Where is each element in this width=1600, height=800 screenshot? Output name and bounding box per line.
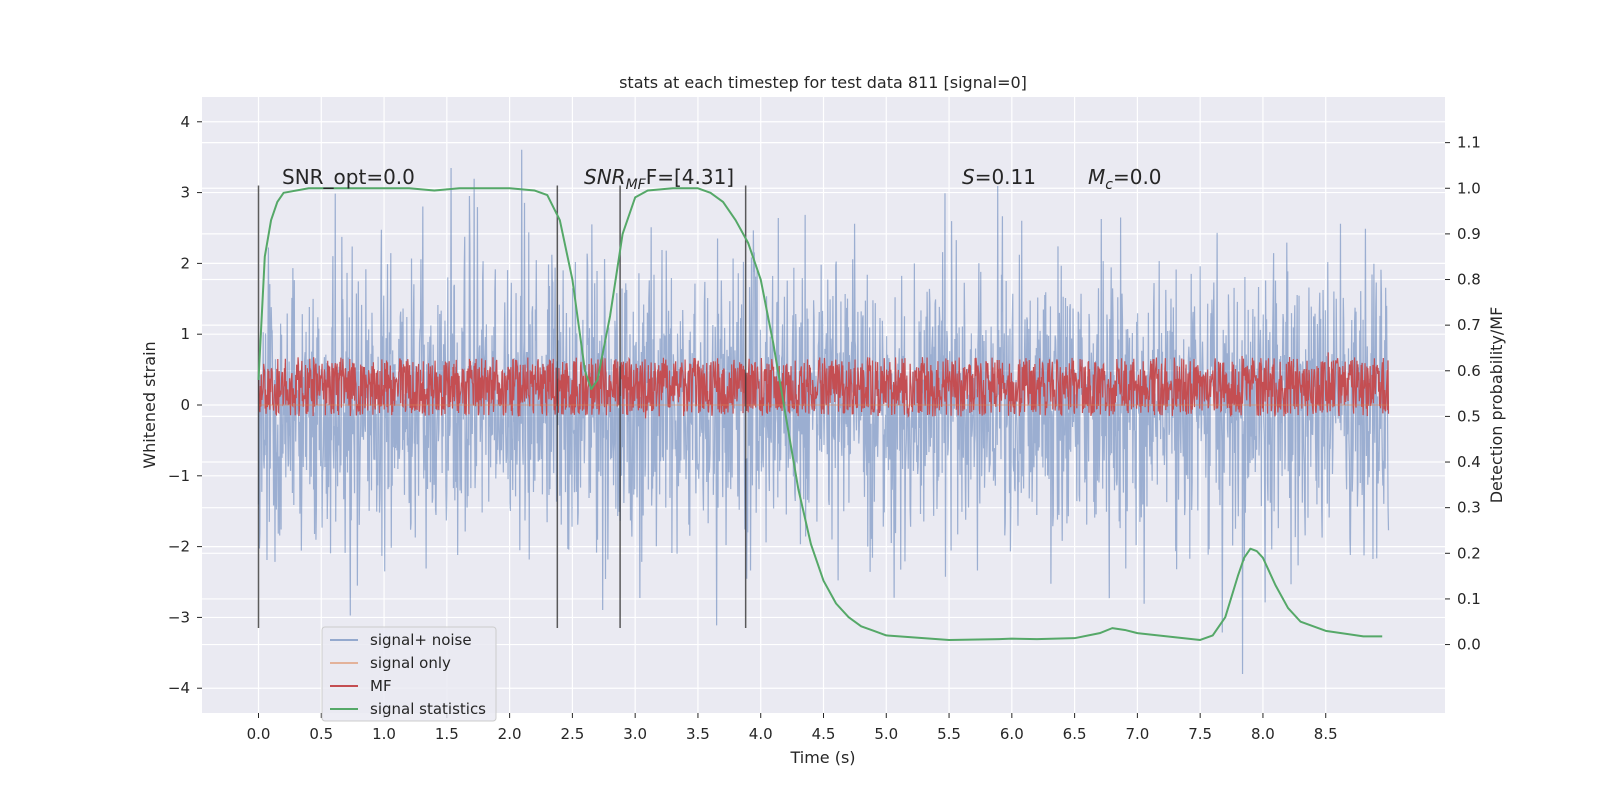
x-tick-label: 8.5 [1314, 725, 1338, 743]
y2-tick-label: 0.5 [1457, 407, 1481, 425]
annotation-snr-mf: SNRMFF=[4.31] [584, 165, 734, 193]
legend-label-signal-noise: signal+ noise [370, 631, 472, 649]
x-tick-label: 5.5 [937, 725, 961, 743]
x-tick-label: 8.0 [1251, 725, 1275, 743]
signal-statistics-series [257, 187, 1383, 641]
annotation-snr-mf-main: SNR [584, 165, 626, 189]
x-tick-label: 7.5 [1188, 725, 1212, 743]
x-tick-label: 3.5 [686, 725, 710, 743]
y-tick-label: −2 [168, 538, 190, 556]
legend-box [321, 626, 497, 722]
y2-tick-label: 1.0 [1457, 179, 1481, 197]
legend-label-signal-statistics: signal statistics [370, 700, 486, 718]
x-axis-label: Time (s) [789, 748, 855, 767]
y2-tick-label: 0.0 [1457, 636, 1481, 654]
annotation-s: S=0.11 [962, 165, 1036, 189]
x-tick-label: 3.0 [623, 725, 647, 743]
y-tick-label: 2 [180, 254, 190, 272]
x-tick-label: 0.0 [247, 725, 271, 743]
x-tick-label: 4.0 [749, 725, 773, 743]
annotation-s-rest: =0.11 [975, 165, 1036, 189]
signal-statistics-line [257, 187, 1383, 641]
y-tick-label: 1 [180, 325, 190, 343]
y2-tick-label: 0.8 [1457, 271, 1481, 289]
x-tick-label: 2.5 [560, 725, 584, 743]
y2-tick-label: 0.2 [1457, 544, 1481, 562]
annotation-mc-main: M [1088, 165, 1105, 189]
y2-axis-label: Detection probability/MF [1487, 307, 1506, 504]
legend-label-signal-only: signal only [370, 654, 451, 672]
y2-tick-label: 0.4 [1457, 453, 1481, 471]
annotation-snr-mf-rest: F=[4.31] [646, 165, 734, 189]
x-tick-label: 1.5 [435, 725, 459, 743]
x-tick-label: 0.5 [309, 725, 333, 743]
x-tick-label: 4.5 [812, 725, 836, 743]
y-tick-label: −4 [168, 679, 190, 697]
legend: signal+ noise signal only MF signal stat… [321, 626, 497, 722]
x-tick-label: 6.0 [1000, 725, 1024, 743]
y-axis-label: Whitened strain [140, 341, 159, 468]
annotation-snr-opt: SNR_opt=0.0 [282, 165, 415, 189]
y2-tick-label: 0.3 [1457, 499, 1481, 517]
annotation-mc-rest: =0.0 [1113, 165, 1162, 189]
x-tick-label: 2.0 [498, 725, 522, 743]
x-tick-label: 7.0 [1125, 725, 1149, 743]
y2-tick-label: 0.7 [1457, 316, 1481, 334]
y-tick-label: −1 [168, 467, 190, 485]
x-tick-label: 6.5 [1063, 725, 1087, 743]
y-tick-label: 0 [180, 396, 190, 414]
signal-noise-series [257, 149, 1390, 675]
annotation-mc: Mc=0.0 [1088, 165, 1162, 193]
y2-tick-label: 0.9 [1457, 225, 1481, 243]
annotation-s-main: S [962, 165, 975, 189]
legend-label-mf: MF [370, 677, 392, 695]
y2-tick-label: 0.6 [1457, 362, 1481, 380]
mf-series [257, 352, 1390, 419]
mf-line [257, 352, 1390, 419]
x-tick-label: 5.0 [874, 725, 898, 743]
y2-ticks: 1.1 1.0 0.9 0.8 0.7 0.6 0.5 0.4 0.3 0.2 0.1 0.0 [1445, 134, 1481, 654]
y-tick-label: −3 [168, 608, 190, 626]
vertical-markers [257, 185, 747, 629]
y2-tick-label: 0.1 [1457, 590, 1481, 608]
signal-noise-line [257, 149, 1390, 675]
y-tick-label: 4 [180, 113, 190, 131]
y-tick-label: 3 [180, 184, 190, 202]
annotation-mc-sub: c [1105, 177, 1113, 193]
y-ticks: 4 3 2 1 0 −1 −2 −3 −4 [168, 113, 202, 697]
chart-title: stats at each timestep for test data 811… [619, 73, 1027, 92]
y2-tick-label: 1.1 [1457, 134, 1481, 152]
x-tick-label: 1.0 [372, 725, 396, 743]
annotation-snr-mf-sub: MF [626, 177, 647, 193]
x-ticks: 0.0 0.5 1.0 1.5 2.0 2.5 3.0 3.5 4.0 4.5 5.0 5.5 6.0 6… [247, 713, 1338, 743]
